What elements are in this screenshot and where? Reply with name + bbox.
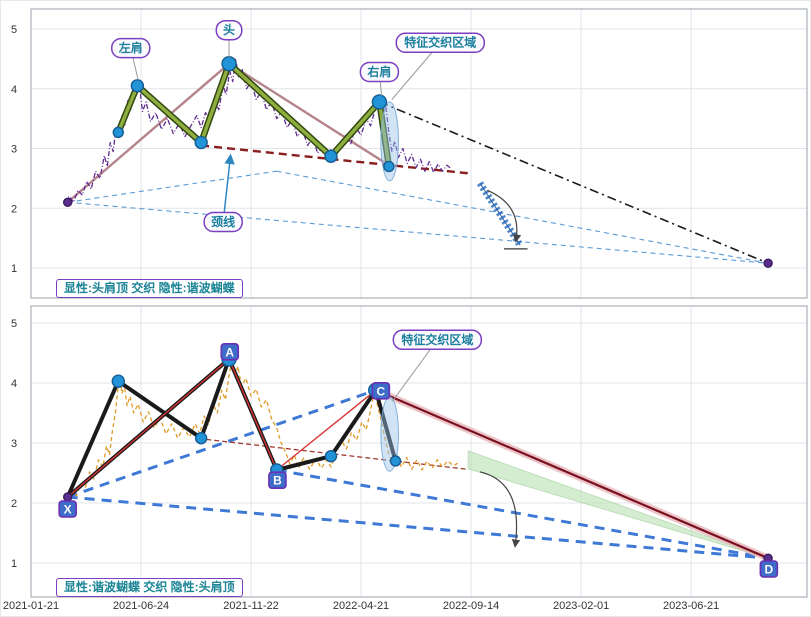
point-label-B: B <box>273 474 282 488</box>
interweave-highlight-ellipse <box>380 101 399 182</box>
y-tick-label: 1 <box>11 263 17 275</box>
x-tick-label: 2021-01-21 <box>2 600 60 612</box>
callout-box <box>111 37 151 59</box>
point-label-box-B <box>268 471 287 489</box>
pivot-dot <box>383 160 395 173</box>
pivot-dot <box>324 449 338 463</box>
shaded-region <box>467 450 769 559</box>
pivot-dot <box>62 197 73 207</box>
point-label-box-D <box>759 560 779 578</box>
pivot-dot <box>194 431 208 445</box>
series-x-d-dash <box>67 495 769 560</box>
series-x-c-dash <box>67 388 377 499</box>
callout-text: 左肩 <box>118 40 143 55</box>
pivot-dot <box>371 94 388 110</box>
callout-box <box>392 329 483 351</box>
x-axis: 2021-01-21 2021-06-24 2021-11-22 2022-04-21… <box>1 600 810 616</box>
pivot-dot <box>389 455 402 467</box>
callout-box <box>395 32 486 53</box>
pivot-dot <box>324 149 338 163</box>
series-b-d-thin-dash <box>276 170 769 264</box>
y-tick-label: 1 <box>11 558 17 570</box>
point-label-C: C <box>377 384 386 398</box>
chart-panel-butterfly: 1 2 3 4 5 特征交织区域 X A B C D <box>11 305 808 598</box>
arc-arrow <box>479 471 521 548</box>
callout-text: 头 <box>223 22 235 37</box>
callout-box <box>215 19 243 41</box>
callout-arrow <box>222 153 235 223</box>
point-label-box-X <box>58 500 77 518</box>
x-tick-label: 2022-09-14 <box>442 600 500 612</box>
callout-text: 右肩 <box>366 64 391 79</box>
y-tick-label: 4 <box>11 84 17 96</box>
y-tick-label: 4 <box>11 378 17 390</box>
callout-text: 特征交织区域 <box>401 332 473 347</box>
pivot-dot <box>112 126 124 139</box>
point-label-A: A <box>225 345 234 359</box>
callout-box <box>359 61 400 83</box>
pivot-dot <box>763 258 773 268</box>
caption-top-panel: 显性:头肩顶 交织 隐性:谐波蝴蝶 <box>56 279 243 298</box>
series-bc-red <box>276 389 377 471</box>
callout-box <box>203 211 243 233</box>
series-b-d-dash <box>276 468 769 560</box>
series-hidden-butterfly-ab <box>228 62 390 167</box>
series-hidden-butterfly-xa <box>66 62 230 204</box>
pivot-dot <box>221 55 237 72</box>
x-tick-label: 2023-02-01 <box>552 600 610 612</box>
y-tick-label: 3 <box>11 438 17 450</box>
point-label-X: X <box>64 503 72 517</box>
series-price <box>67 359 460 498</box>
x-tick-label: 2021-06-24 <box>112 600 170 612</box>
x-tick-label: 2023-06-21 <box>662 600 720 612</box>
pivot-dot <box>130 79 145 93</box>
y-tick-label: 5 <box>11 24 17 36</box>
point-label-D: D <box>765 563 774 577</box>
y-tick-label: 2 <box>11 203 17 215</box>
point-label-box-A <box>220 342 240 361</box>
series-xa-red <box>67 358 230 498</box>
arc-arrow <box>486 189 522 243</box>
y-tick-label: 2 <box>11 498 17 510</box>
x-tick-label: 2021-11-22 <box>223 600 279 612</box>
y-tick-label: 3 <box>11 144 17 156</box>
pivot-dot <box>194 135 208 150</box>
y-tick-label: 5 <box>11 318 17 330</box>
pivot-dot <box>62 492 73 502</box>
series-x-d-thin-dash <box>67 201 769 264</box>
caption-bottom-panel: 显性:谐波蝴蝶 交织 隐性:头肩顶 <box>56 578 243 597</box>
x-tick-label: 2022-04-21 <box>332 600 390 612</box>
series-breakdown-projection <box>379 101 769 264</box>
pivot-dot <box>111 374 125 388</box>
callout-text: 颈线 <box>210 214 235 229</box>
series-cd-line <box>375 389 769 560</box>
point-label-box-C <box>371 382 391 400</box>
series-ab-red <box>228 358 278 471</box>
callout-text: 特征交织区域 <box>404 35 476 50</box>
